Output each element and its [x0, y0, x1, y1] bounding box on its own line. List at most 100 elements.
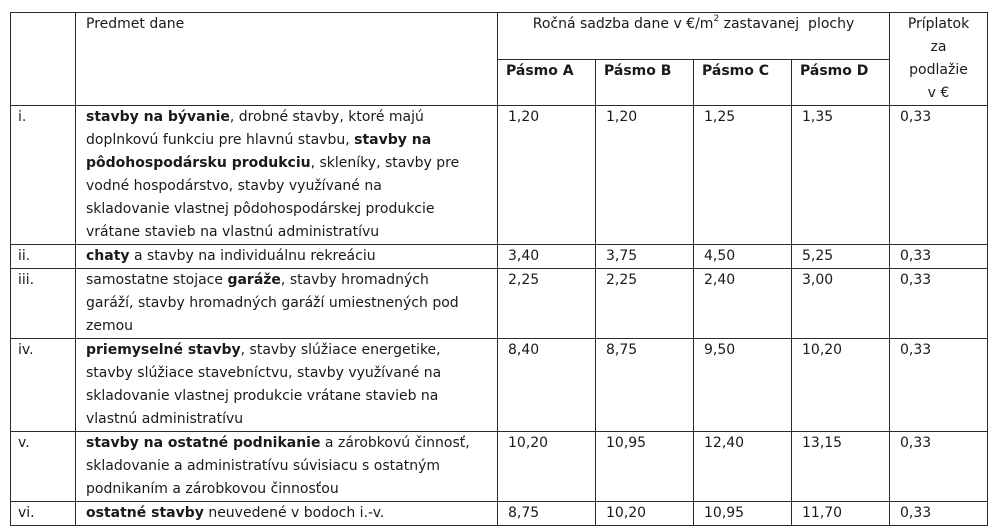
- header-zone-b: Pásmo B: [595, 58, 694, 106]
- subject-line: priemyselné stavby, stavby slúžiace ener…: [86, 339, 491, 362]
- row-number: ii.: [10, 244, 76, 269]
- table-row: v. stavby na ostatné podnikanie a zárobko…: [10, 431, 988, 502]
- subject-line: doplnkovú funkciu pre hlavnú stavbu, sta…: [86, 129, 491, 152]
- surcharge-value: 0,33: [889, 244, 988, 269]
- subject-text: samostatne stojace: [86, 272, 228, 288]
- subject-text: stavby slúžiace stavebníctvu, stavby vyu…: [86, 365, 442, 381]
- subject-term: stavby na ostatné podnikanie: [86, 435, 321, 451]
- surcharge-value: 0,33: [889, 501, 988, 526]
- row-subject: stavby na bývanie, drobné stavby, ktoré …: [75, 105, 498, 245]
- rate-zone-a: 1,20: [497, 105, 596, 245]
- header-row-2: Pásmo A Pásmo B Pásmo C Pásmo D: [11, 58, 988, 106]
- subject-line: vlastnú administratívu: [86, 408, 491, 431]
- header-zone-a: Pásmo A: [497, 58, 596, 106]
- table-row: iv. priemyselné stavby, stavby slúžiace e…: [10, 338, 988, 432]
- subject-text: doplnkovú funkciu pre hlavnú stavbu,: [86, 132, 355, 148]
- rate-zone-d: 5,25: [791, 244, 890, 269]
- tax-rate-table: Predmet dane Ročná sadzba dane v €/m2 za…: [10, 12, 988, 526]
- subject-text: vlastnú administratívu: [86, 411, 244, 427]
- rate-zone-b: 10,95: [595, 431, 694, 502]
- header-row-1: Predmet dane Ročná sadzba dane v €/m2 za…: [10, 12, 988, 106]
- subject-text: vodné hospodárstvo, stavby využívané na: [86, 178, 382, 194]
- row-number: i.: [10, 105, 76, 245]
- row-number: v.: [10, 431, 76, 502]
- rate-zone-a: 8,40: [497, 338, 596, 432]
- row-number: iv.: [10, 338, 76, 432]
- surcharge-value: 0,33: [889, 268, 988, 339]
- subject-text: zemou: [86, 318, 134, 334]
- rate-zone-c: 2,40: [693, 268, 792, 339]
- rate-zone-a: 2,25: [497, 268, 596, 339]
- subject-text: skladovanie a administratívu súvisiacu s…: [86, 458, 440, 474]
- rate-zone-d: 10,20: [791, 338, 890, 432]
- table-row: ii. chaty a stavby na individuálnu rekreá…: [10, 244, 988, 269]
- rate-zone-d: 3,00: [791, 268, 890, 339]
- subject-line: chaty a stavby na individuálnu rekreáciu: [86, 245, 491, 268]
- header-subject: Predmet dane: [75, 12, 498, 106]
- rate-zone-d: 13,15: [791, 431, 890, 502]
- subject-line: stavby slúžiace stavebníctvu, stavby vyu…: [86, 362, 491, 385]
- table-row: i. stavby na bývanie, drobné stavby, ktor…: [10, 105, 988, 245]
- subject-term: stavby na: [354, 132, 432, 148]
- subject-line: ostatné stavby neuvedené v bodoch i.-v.: [86, 502, 491, 525]
- row-subject: stavby na ostatné podnikanie a zárobkovú…: [75, 431, 498, 502]
- header-zone-d: Pásmo D: [791, 58, 890, 106]
- row-subject: ostatné stavby neuvedené v bodoch i.-v.: [75, 501, 498, 526]
- subject-line: samostatne stojace garáže, stavby hromad…: [86, 269, 491, 292]
- subject-line: podnikaním a zárobkovou činnosťou: [86, 478, 491, 501]
- rate-zone-b: 1,20: [595, 105, 694, 245]
- subject-term: priemyselné stavby: [86, 342, 241, 358]
- subject-line: skladovanie vlastnej pôdohospodárskej pr…: [86, 198, 491, 221]
- header-rate-group: Ročná sadzba dane v €/m2 zastavanej ploc…: [497, 12, 890, 60]
- rate-zone-c: 12,40: [693, 431, 792, 502]
- subject-text: , drobné stavby, ktoré majú: [229, 109, 424, 125]
- header-num-cell: [10, 12, 76, 106]
- row-subject: chaty a stavby na individuálnu rekreáciu: [75, 244, 498, 269]
- rate-zone-b: 10,20: [595, 501, 694, 526]
- rate-zone-a: 8,75: [497, 501, 596, 526]
- rate-zone-c: 10,95: [693, 501, 792, 526]
- rate-zone-c: 4,50: [693, 244, 792, 269]
- table-row: iii. samostatne stojace garáže, stavby hr…: [10, 268, 988, 339]
- subject-text: , stavby slúžiace energetike,: [240, 342, 441, 358]
- surcharge-value: 0,33: [889, 431, 988, 502]
- subject-text: vrátane stavieb na vlastnú administratív…: [86, 224, 380, 240]
- surcharge-value: 0,33: [889, 105, 988, 245]
- subject-line: skladovanie vlastnej produkcie vrátane s…: [86, 385, 491, 408]
- subject-text: a stavby na individuálnu rekreáciu: [129, 248, 376, 264]
- row-number: vi.: [10, 501, 76, 526]
- rate-zone-a: 3,40: [497, 244, 596, 269]
- row-subject: priemyselné stavby, stavby slúžiace ener…: [75, 338, 498, 432]
- subject-text: a zárobkovú činnosť,: [320, 435, 470, 451]
- header-zone-c: Pásmo C: [693, 58, 792, 106]
- subject-term: ostatné stavby: [86, 505, 204, 521]
- surcharge-value: 0,33: [889, 338, 988, 432]
- subject-text: neuvedené v bodoch i.-v.: [203, 505, 385, 521]
- subject-term: pôdohospodársku produkciu: [86, 155, 311, 171]
- header-surcharge: Príplatok za podlažie v €: [889, 12, 988, 106]
- row-subject: samostatne stojace garáže, stavby hromad…: [75, 268, 498, 339]
- subject-line: stavby na bývanie, drobné stavby, ktoré …: [86, 106, 491, 129]
- subject-text: podnikaním a zárobkovou činnosťou: [86, 481, 339, 497]
- subject-text: , skleníky, stavby pre: [310, 155, 460, 171]
- rate-zone-c: 9,50: [693, 338, 792, 432]
- rate-zone-c: 1,25: [693, 105, 792, 245]
- subject-term: garáže: [227, 272, 281, 288]
- subject-text: skladovanie vlastnej pôdohospodárskej pr…: [86, 201, 435, 217]
- rate-zone-b: 3,75: [595, 244, 694, 269]
- subject-text: garáží, stavby hromadných garáží umiestn…: [86, 295, 459, 311]
- rate-zone-d: 1,35: [791, 105, 890, 245]
- subject-text: skladovanie vlastnej produkcie vrátane s…: [86, 388, 439, 404]
- subject-line: stavby na ostatné podnikanie a zárobkovú…: [86, 432, 491, 455]
- row-number: iii.: [10, 268, 76, 339]
- subject-line: vodné hospodárstvo, stavby využívané na: [86, 175, 491, 198]
- rate-zone-d: 11,70: [791, 501, 890, 526]
- rate-zone-b: 8,75: [595, 338, 694, 432]
- table-row: vi. ostatné stavby neuvedené v bodoch i.-…: [10, 501, 988, 526]
- rate-zone-a: 10,20: [497, 431, 596, 502]
- subject-line: vrátane stavieb na vlastnú administratív…: [86, 221, 491, 244]
- subject-line: pôdohospodársku produkciu, skleníky, sta…: [86, 152, 491, 175]
- subject-term: chaty: [86, 248, 130, 264]
- subject-line: skladovanie a administratívu súvisiacu s…: [86, 455, 491, 478]
- rate-zone-b: 2,25: [595, 268, 694, 339]
